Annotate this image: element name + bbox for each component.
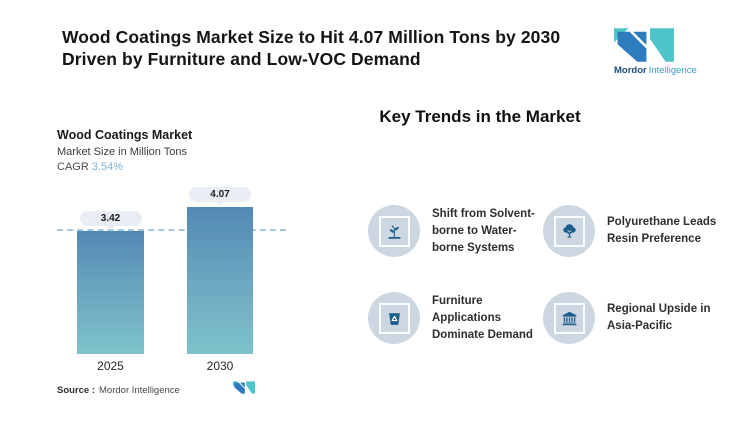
value-badge-2025: 3.42 — [79, 210, 142, 230]
trend-label: Regional Upside in Asia-Pacific — [607, 303, 711, 332]
brand-logo: Mordor Intelligence — [614, 28, 697, 76]
value-badge-2030: 4.07 — [189, 187, 251, 207]
brand-name-primary: Mordor — [614, 65, 647, 76]
mordor-intelligence-logo-icon — [614, 28, 694, 62]
reference-line — [57, 228, 286, 231]
brand-name-secondary: Intelligence — [648, 65, 697, 76]
page-title-line1: Wood Coatings Market Size to Hit 4.07 Mi… — [62, 27, 561, 47]
trend-label: Shift from Solvent- borne to Water- born… — [432, 207, 535, 254]
brand-name: Mordor Intelligence — [614, 65, 697, 76]
bar-2030: 4.07 2030 — [187, 187, 253, 373]
source-label: Source : — [57, 384, 96, 396]
chart-title: Wood Coatings Market — [57, 128, 193, 142]
trend-item-waterborne: Shift from Solvent- borne to Water- born… — [368, 205, 546, 257]
trend-item-asia-pacific: Regional Upside in Asia-Pacific — [543, 292, 721, 344]
tree-icon — [553, 215, 585, 247]
recycle-bin-icon — [378, 302, 410, 334]
bank-icon — [553, 302, 585, 334]
cagr-value: 3.54% — [91, 161, 123, 173]
trend-icon-circle — [368, 205, 420, 257]
market-size-chart: Wood Coatings Market Market Size in Mill… — [57, 128, 292, 399]
source-row: Source : Mordor Intelligence — [57, 381, 255, 399]
trend-icon-circle — [543, 205, 595, 257]
page-title: Wood Coatings Market Size to Hit 4.07 Mi… — [62, 26, 622, 70]
trend-icon-circle — [368, 292, 420, 344]
trend-label: Polyurethane Leads Resin Preference — [607, 216, 717, 245]
trends-heading: Key Trends in the Market — [379, 107, 581, 126]
trend-icon-circle — [543, 292, 595, 344]
source-text: Source : Mordor Intelligence — [57, 385, 180, 396]
mordor-intelligence-mark-icon — [233, 381, 255, 399]
cagr-label: CAGR — [57, 161, 89, 173]
source-value: Mordor Intelligence — [99, 384, 180, 396]
x-label-2030: 2030 — [206, 359, 234, 373]
page-title-line2: Driven by Furniture and Low-VOC Demand — [62, 49, 421, 69]
bar-plot: 3.42 2025 4.07 2030 — [57, 187, 292, 373]
trend-label: Furniture Applications Dominate Demand — [432, 294, 533, 341]
seedling-icon — [378, 215, 410, 247]
x-label-2025: 2025 — [97, 359, 124, 373]
trend-item-polyurethane: Polyurethane Leads Resin Preference — [543, 205, 721, 257]
trend-item-furniture: Furniture Applications Dominate Demand — [368, 292, 546, 344]
bar-2025: 3.42 2025 — [77, 210, 144, 373]
chart-subtitle: Market Size in Million Tons — [57, 146, 188, 158]
chart-cagr: CAGR 3.54% — [57, 161, 292, 173]
